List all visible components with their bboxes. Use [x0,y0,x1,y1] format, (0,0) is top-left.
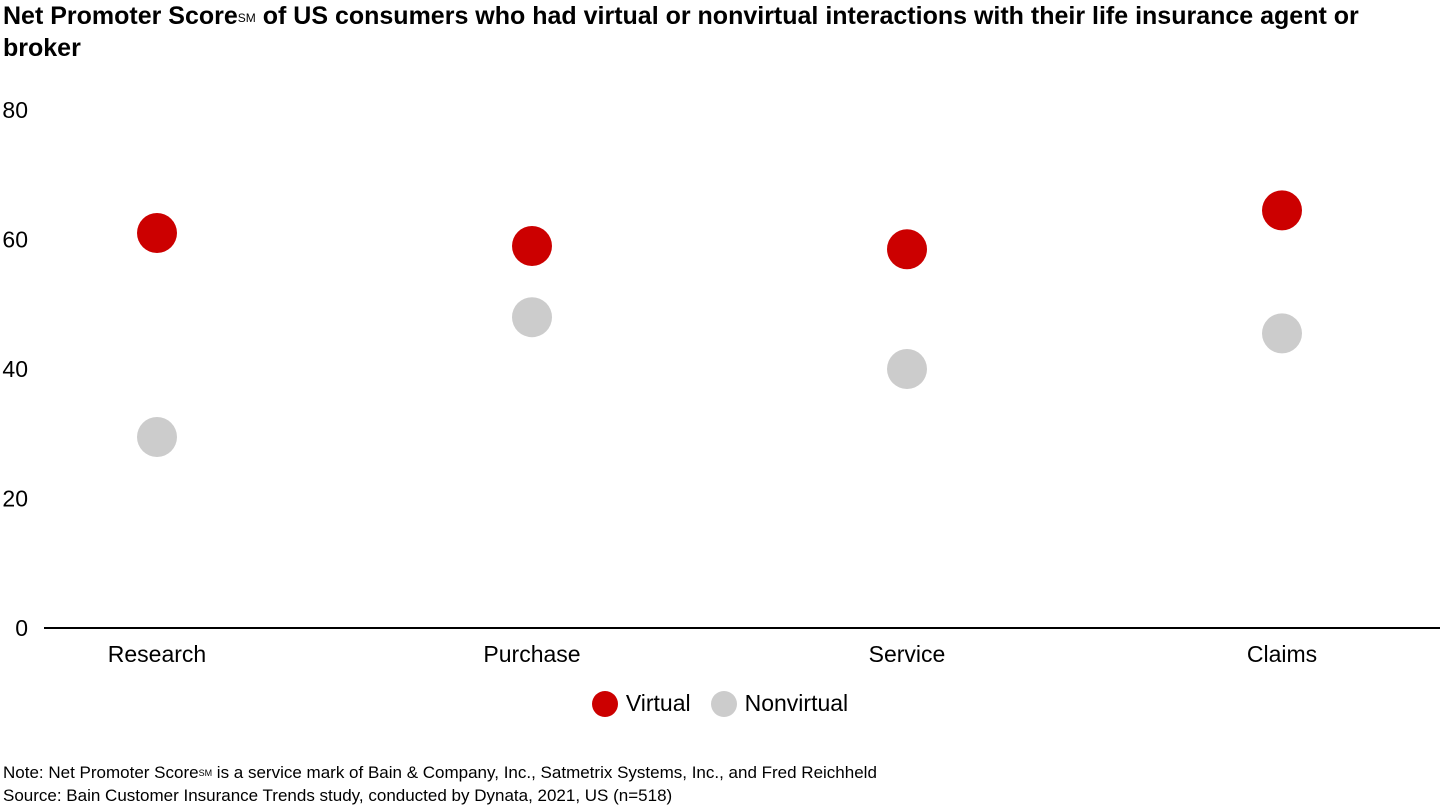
legend-item-virtual: Virtual [591,690,691,717]
y-tick-label-20: 20 [2,486,28,512]
y-axis-ticks: 0 20 40 60 80 [2,97,28,641]
y-tick-label-0: 0 [15,615,28,641]
y-tick-label-40: 40 [2,356,28,382]
point-nonvirtual-claims [1262,313,1302,354]
point-nonvirtual-purchase [512,297,552,338]
point-virtual-service [887,229,927,270]
legend-swatch-virtual [591,690,618,717]
note-service-mark: SM [198,768,213,778]
legend-label-virtual: Virtual [625,690,691,716]
legend: Virtual Nonvirtual [0,690,1440,717]
point-virtual-research [137,213,177,254]
footnotes: Note: Net Promoter ScoreSM is a service … [3,761,877,807]
point-virtual-purchase [512,225,552,266]
note-prefix: Note: Net Promoter Score [3,763,199,782]
x-tick-label-purchase: Purchase [483,641,580,667]
note-line: Note: Net Promoter ScoreSM is a service … [3,761,877,784]
legend-swatch-nonvirtual [710,690,737,717]
note-rest: is a service mark of Bain & Company, Inc… [212,763,877,782]
x-tick-label-service: Service [869,641,946,667]
y-tick-label-80: 80 [2,97,28,123]
title-rest: of US consumers who had virtual or nonvi… [3,2,1359,62]
dot-plot: 0 20 40 60 80 Research Purchase Service Claims [2,97,1440,667]
x-tick-label-research: Research [108,641,206,667]
legend-item-nonvirtual: Nonvirtual [710,690,849,717]
title-service-mark: SM [237,11,256,25]
x-tick-label-claims: Claims [1247,641,1317,667]
title-main: Net Promoter Score [3,2,238,30]
chart-title: Net Promoter ScoreSM of US consumers who… [3,0,1423,64]
point-virtual-claims [1262,190,1302,231]
x-axis-ticks: Research Purchase Service Claims [108,641,1317,667]
source-line: Source: Bain Customer Insurance Trends s… [3,786,673,805]
data-points [137,190,1302,457]
point-nonvirtual-research [137,416,177,457]
y-tick-label-60: 60 [2,227,28,253]
legend-label-nonvirtual: Nonvirtual [744,690,849,716]
point-nonvirtual-service [887,349,927,389]
